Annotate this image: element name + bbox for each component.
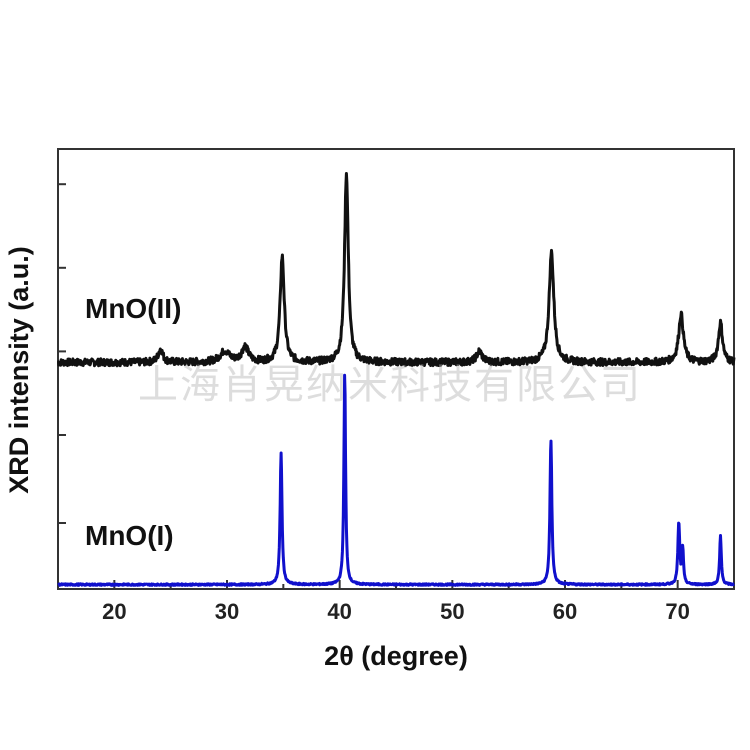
series-label-mno-i: MnO(I) [85,520,174,551]
series-line-mno-i [57,373,735,587]
series-layer [56,172,736,587]
watermark: 上海肖晃纳米科技有限公司 [138,362,642,408]
y-axis-title: XRD intensity (a.u.) [4,246,34,494]
x-axis-title: 2θ (degree) [324,641,468,671]
series-line-mno-ii [56,172,736,368]
y-ticks [58,183,66,524]
x-tick-label: 60 [553,599,577,624]
x-tick-label: 30 [215,599,239,624]
x-tick-label: 40 [327,599,351,624]
x-tick-label: 50 [440,599,464,624]
x-tick-label: 20 [102,599,126,624]
x-tick-label: 70 [665,599,689,624]
series-label-mno-ii: MnO(II) [85,293,181,324]
